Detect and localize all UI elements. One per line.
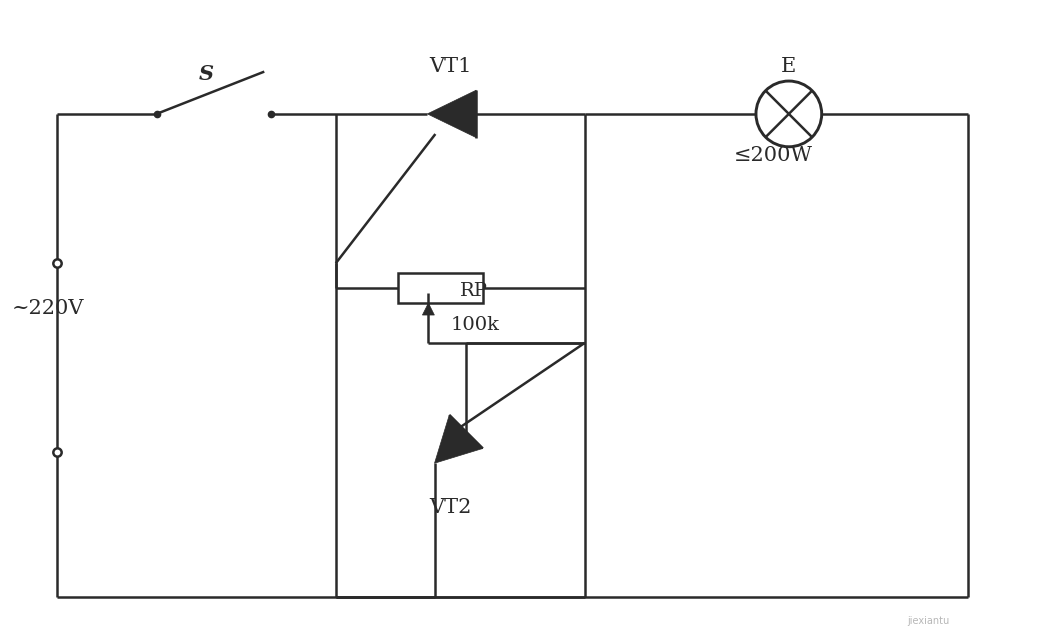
- Text: 100k: 100k: [450, 316, 500, 334]
- Text: ~220V: ~220V: [12, 298, 85, 318]
- Text: S: S: [198, 64, 214, 84]
- Text: VT2: VT2: [429, 498, 472, 517]
- Polygon shape: [434, 415, 483, 463]
- Text: E: E: [781, 57, 797, 76]
- Text: ≤200W: ≤200W: [735, 146, 814, 165]
- Polygon shape: [427, 90, 476, 138]
- Text: VT1: VT1: [429, 57, 472, 76]
- Text: RP: RP: [460, 282, 488, 300]
- Polygon shape: [423, 303, 434, 315]
- Text: jiexiantu: jiexiantu: [907, 616, 950, 626]
- Bar: [398, 273, 483, 303]
